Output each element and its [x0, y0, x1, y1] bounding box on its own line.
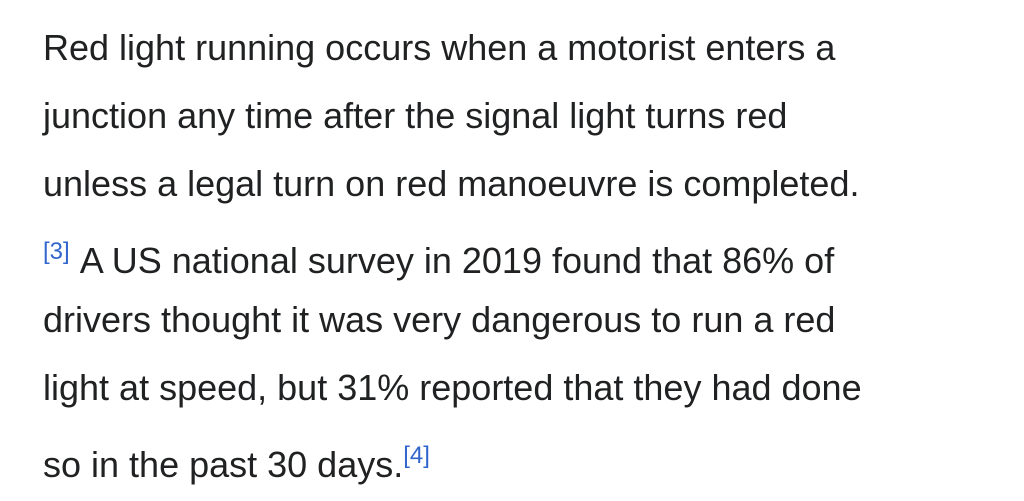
- text-line: drivers thought it was very dangerous to…: [43, 292, 1018, 360]
- text: light at speed, but 31% reported that th…: [43, 367, 862, 408]
- text: Red light running occurs when a motorist…: [43, 27, 836, 68]
- text: so in the past 30 days.: [43, 444, 404, 485]
- text-line: so in the past 30 days.[4]: [43, 428, 1018, 496]
- text-line: Red light running occurs when a motorist…: [43, 20, 1018, 88]
- text-line: unless a legal turn on red manoeuvre is …: [43, 156, 1018, 224]
- text: junction any time after the signal light…: [43, 95, 788, 136]
- paragraph: Red light running occurs when a motorist…: [43, 20, 1018, 496]
- text-line: light at speed, but 31% reported that th…: [43, 360, 1018, 428]
- text: drivers thought it was very dangerous to…: [43, 299, 836, 340]
- citation-link[interactable]: [3]: [43, 238, 70, 265]
- citation-link[interactable]: [4]: [403, 442, 430, 469]
- text-line: junction any time after the signal light…: [43, 88, 1018, 156]
- text-line: [3] A US national survey in 2019 found th…: [43, 224, 1018, 292]
- text: A US national survey in 2019 found that …: [79, 240, 835, 281]
- text: unless a legal turn on red manoeuvre is …: [43, 163, 860, 204]
